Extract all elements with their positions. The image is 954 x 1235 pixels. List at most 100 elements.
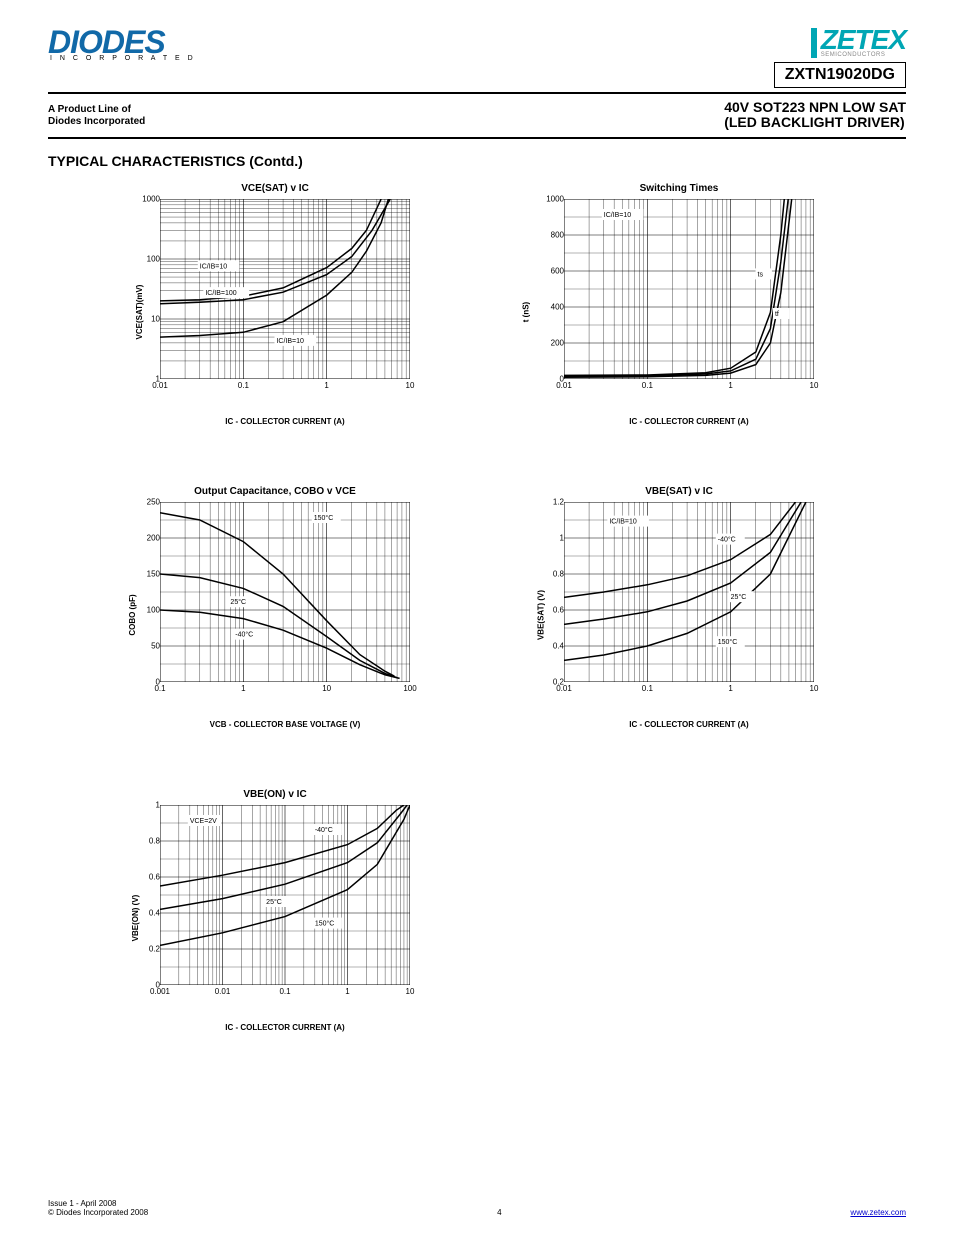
title-right-line1: 40V SOT223 NPN LOW SAT	[724, 99, 906, 115]
chart-annotation: IC/IB=100	[205, 290, 236, 297]
chart-annotation: 25°C	[731, 593, 747, 601]
chart-annotation: tf	[775, 311, 779, 318]
x-tick: 0.01	[152, 381, 168, 390]
data-series	[160, 199, 388, 337]
x-tick: 10	[810, 381, 819, 390]
diodes-logo-text: DIODES	[48, 28, 196, 57]
chart-annotation: IC/IB=10	[604, 212, 632, 219]
part-number: ZXTN19020DG	[785, 66, 895, 84]
x-tick: 10	[406, 987, 415, 996]
x-tick: 1	[728, 684, 732, 693]
data-series	[564, 502, 801, 624]
footer-copyright: © Diodes Incorporated 2008	[48, 1208, 148, 1217]
data-series	[160, 574, 397, 678]
chart-annotation: IC/IB=10	[276, 337, 304, 344]
data-series	[564, 199, 784, 375]
chart-plot: IC/IB=10 IC/IB=100 IC/IB=10	[160, 199, 410, 379]
x-tick: 0.1	[642, 381, 653, 390]
y-tick: 800	[540, 230, 564, 239]
y-tick: 0.4	[136, 908, 160, 917]
y-tick: 150	[136, 569, 160, 578]
chart-annotation: -40°C	[315, 826, 333, 834]
zetex-logo: ZETEX SEMICONDUCTORS	[811, 28, 906, 58]
x-tick: 10	[322, 684, 331, 693]
chart-annotation: -40°C	[235, 630, 253, 638]
section-title: TYPICAL CHARACTERISTICS (Contd.)	[48, 153, 906, 169]
footer-issue: Issue 1 - April 2008	[48, 1199, 116, 1208]
x-axis-label: IC - COLLECTOR CURRENT (A)	[160, 417, 410, 426]
x-tick: 0.1	[238, 381, 249, 390]
diodes-logo-sub: I N C O R P O R A T E D	[50, 55, 196, 62]
x-tick: 1	[241, 684, 245, 693]
chart-vbeon: VBE(ON) v ICVBE(ON) (V)00.20.40.60.81VCE…	[108, 789, 442, 1032]
chart-title: VCE(SAT) v IC	[241, 183, 309, 195]
y-tick: 100	[136, 605, 160, 614]
chart-annotation: 150°C	[315, 919, 335, 927]
x-tick: 0.01	[556, 684, 572, 693]
y-tick: 0.2	[136, 944, 160, 953]
x-axis-label: VCB - COLLECTOR BASE VOLTAGE (V)	[160, 720, 410, 729]
x-axis-label: IC - COLLECTOR CURRENT (A)	[564, 417, 814, 426]
charts-grid: VCE(SAT) v ICVCE(SAT)(mV)1101001000IC/IB…	[48, 183, 906, 1032]
x-tick: 0.01	[556, 381, 572, 390]
part-number-box: ZXTN19020DG	[774, 62, 906, 88]
x-tick: 1	[728, 381, 732, 390]
data-series	[160, 199, 390, 304]
y-tick: 0.8	[136, 836, 160, 845]
chart-plot: IC/IB=10-40°C25°C150°C	[564, 502, 814, 682]
diodes-logo: DIODES I N C O R P O R A T E D	[48, 28, 196, 62]
y-tick: 1000	[540, 194, 564, 203]
x-tick: 0.1	[642, 684, 653, 693]
y-tick: 200	[540, 338, 564, 347]
x-tick: 0.1	[279, 987, 290, 996]
data-series	[564, 199, 792, 377]
chart-vbesat: VBE(SAT) v ICVBE(SAT) (V)0.20.40.60.811.…	[512, 486, 846, 729]
page-footer: Issue 1 - April 2008 © Diodes Incorporat…	[48, 1199, 906, 1217]
y-tick: 250	[136, 497, 160, 506]
title-right: 40V SOT223 NPN LOW SAT (LED BACKLIGHT DR…	[724, 100, 906, 131]
x-tick: 100	[403, 684, 416, 693]
zetex-logo-text: ZETEX	[821, 28, 906, 52]
title-right-line2: (LED BACKLIGHT DRIVER)	[724, 114, 904, 130]
chart-empty	[512, 789, 846, 1032]
y-tick: 400	[540, 302, 564, 311]
chart-title: VBE(SAT) v IC	[645, 486, 713, 498]
y-axis-label: t (nS)	[522, 302, 531, 322]
chart-annotation: VCE=2V	[190, 818, 217, 825]
title-bar: A Product Line of Diodes Incorporated 40…	[48, 92, 906, 139]
y-tick: 200	[136, 533, 160, 542]
zetex-bar-icon	[811, 28, 817, 58]
footer-url-link[interactable]: www.zetex.com	[850, 1208, 906, 1217]
chart-plot: IC/IB=10 ts tf	[564, 199, 814, 379]
right-header: ZETEX SEMICONDUCTORS ZXTN19020DG	[774, 28, 906, 88]
data-series	[564, 199, 788, 376]
chart-plot: 150°C 25°C -40°C	[160, 502, 410, 682]
x-tick: 1	[345, 987, 349, 996]
x-tick: 1	[324, 381, 328, 390]
data-series	[564, 502, 806, 660]
chart-annotation: IC/IB=10	[609, 518, 637, 525]
chart-annotation: 25°C	[266, 898, 282, 906]
y-tick: 0.4	[540, 641, 564, 650]
title-left: A Product Line of Diodes Incorporated	[48, 104, 145, 128]
x-tick: 0.1	[154, 684, 165, 693]
chart-annotation: 150°C	[314, 514, 334, 522]
chart-plot: VCE=2V -40°C 25°C 150°C	[160, 805, 410, 985]
chart-cobo: Output Capacitance, COBO v VCECOBO (pF)0…	[108, 486, 442, 729]
x-tick: 0.01	[215, 987, 231, 996]
x-axis-label: IC - COLLECTOR CURRENT (A)	[160, 1023, 410, 1032]
chart-annotation: IC/IB=10	[200, 263, 228, 270]
title-left-line1: A Product Line of	[48, 104, 131, 115]
y-tick: 1.2	[540, 497, 564, 506]
y-tick: 1	[136, 800, 160, 809]
chart-title: VBE(ON) v IC	[243, 789, 306, 801]
chart-annotation: 25°C	[230, 598, 246, 606]
y-tick: 600	[540, 266, 564, 275]
data-series	[160, 610, 400, 678]
zetex-logo-sub: SEMICONDUCTORS	[821, 52, 906, 58]
x-axis-label: IC - COLLECTOR CURRENT (A)	[564, 720, 814, 729]
chart-title: Switching Times	[640, 183, 719, 195]
y-tick: 0.6	[136, 872, 160, 881]
chart-title: Output Capacitance, COBO v VCE	[194, 486, 356, 498]
chart-annotation: ts	[758, 271, 764, 278]
